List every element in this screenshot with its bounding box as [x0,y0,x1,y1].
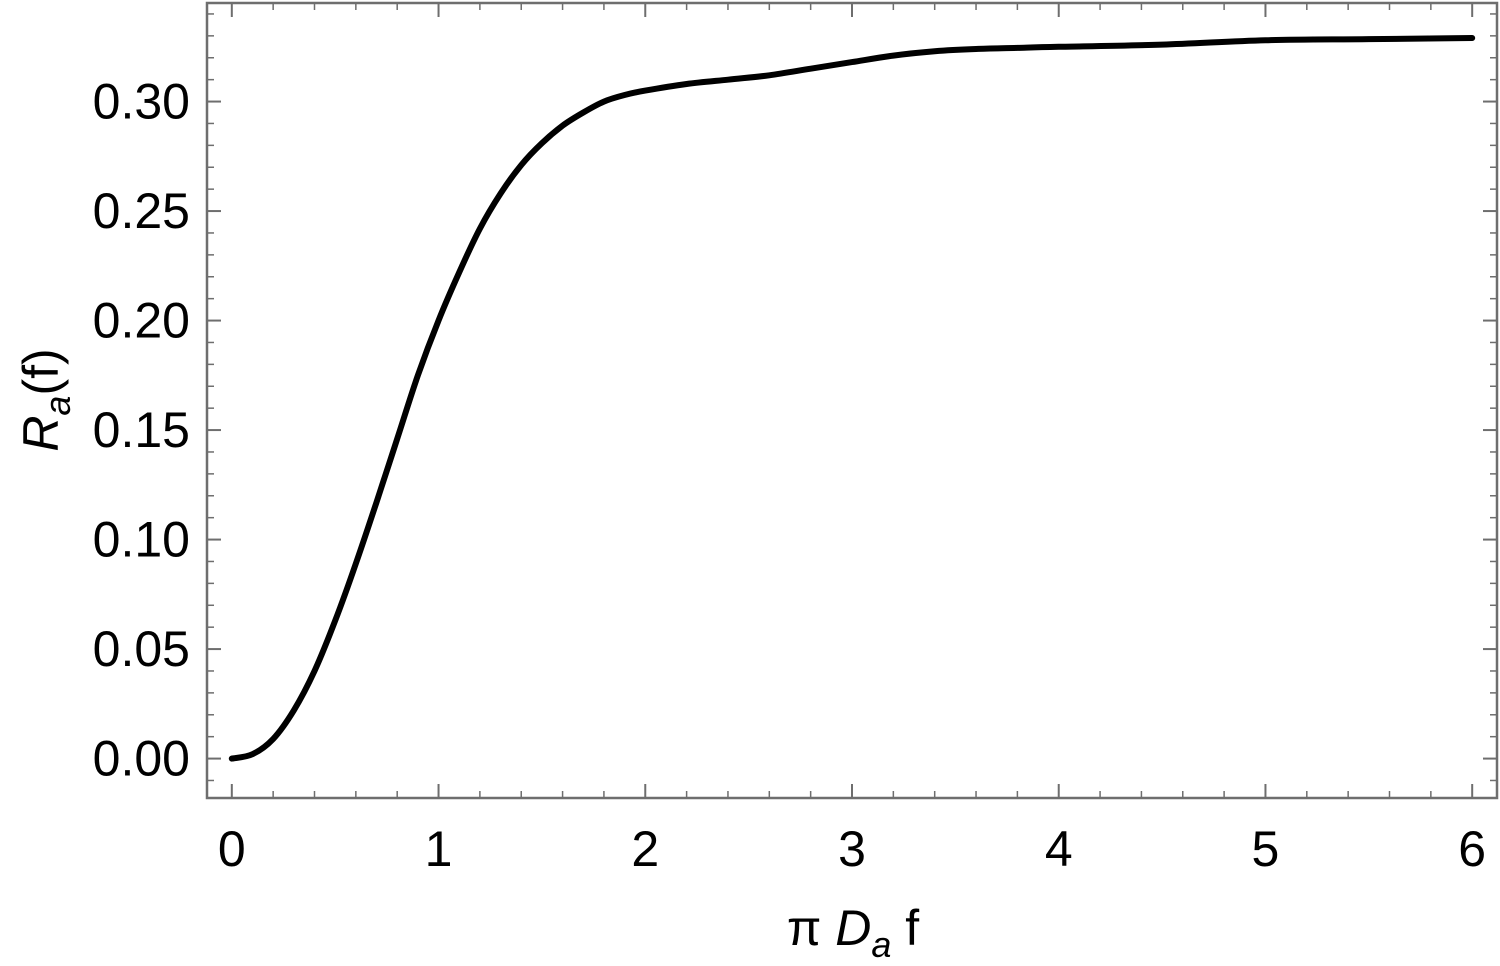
x-axis-title: π Da f [787,900,919,961]
y-tick-label: 0.20 [93,293,190,349]
x-tick-label: 3 [838,821,866,877]
ticks [207,3,1497,798]
x-tick-label: 6 [1458,821,1486,877]
series-line [228,35,1476,762]
y-tick-label: 0.15 [93,402,190,458]
x-tick-label: 1 [425,821,453,877]
y-tick-label: 0.30 [93,74,190,130]
tick-labels: 0 1 2 3 4 5 6 0.00 0.05 0.10 0.15 0.20 0.25 0.30 [93,74,1486,877]
y-axis-title: Ra(f) [13,348,78,451]
y-tick-label: 0.10 [93,512,190,568]
x-tick-label: 2 [631,821,659,877]
x-tick-label: 4 [1045,821,1073,877]
y-tick-label: 0.05 [93,621,190,677]
x-tick-label: 0 [218,821,246,877]
x-tick-label: 5 [1252,821,1280,877]
plot-frame [205,1,1499,800]
y-tick-label: 0.25 [93,183,190,239]
y-tick-label: 0.00 [93,731,190,787]
